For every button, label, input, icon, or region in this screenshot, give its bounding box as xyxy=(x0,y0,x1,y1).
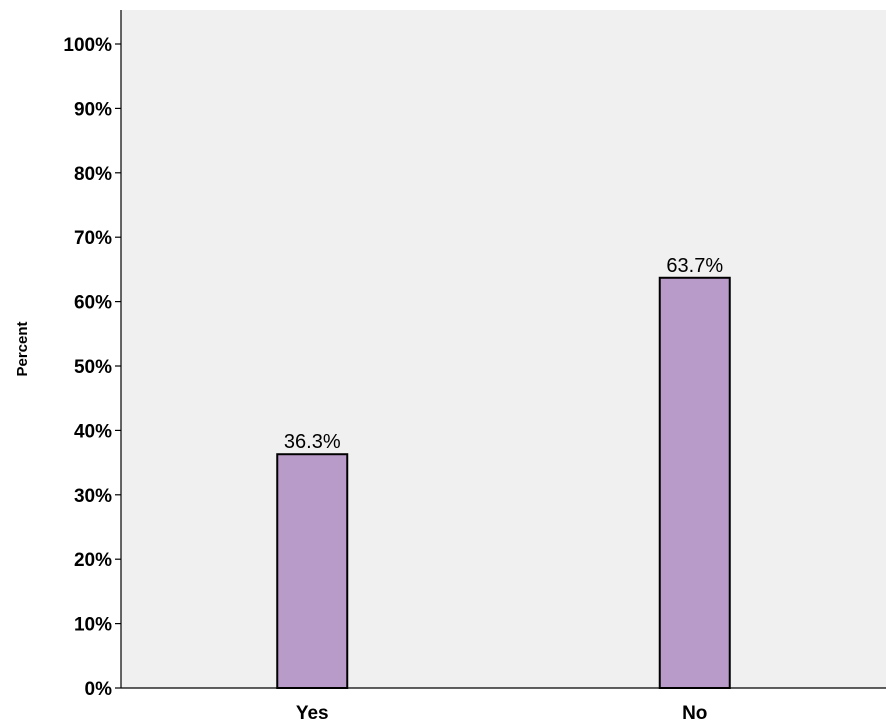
y-tick-label: 20% xyxy=(74,550,112,571)
data-label: 36.3% xyxy=(284,431,341,453)
bar-yes xyxy=(276,453,349,689)
x-tick-label: No xyxy=(682,703,707,724)
y-tick-label: 70% xyxy=(74,228,112,249)
x-axis: Yes No xyxy=(121,687,886,724)
y-tick-label: 30% xyxy=(74,486,112,507)
y-tick-label: 40% xyxy=(74,421,112,442)
y-tick-label: 60% xyxy=(74,293,112,314)
y-tick-label: 90% xyxy=(74,99,112,120)
y-tick-label: 10% xyxy=(74,615,112,636)
data-labels: 36.3% 63.7% xyxy=(284,255,723,453)
plot-area xyxy=(121,10,886,688)
bars xyxy=(276,276,731,689)
y-tick-label: 80% xyxy=(74,164,112,185)
y-axis-title: Percent xyxy=(14,321,31,376)
y-tick-label: 100% xyxy=(63,35,112,56)
y-tick-label: 0% xyxy=(85,679,113,700)
bar-no xyxy=(658,276,731,689)
x-tick-label: Yes xyxy=(296,703,329,724)
data-label: 63.7% xyxy=(666,255,723,277)
y-axis: 0% 10% 20% 30% 40% 50% 60% 70% 80% 90% 100% xyxy=(63,10,122,700)
y-tick-label: 50% xyxy=(74,357,112,378)
